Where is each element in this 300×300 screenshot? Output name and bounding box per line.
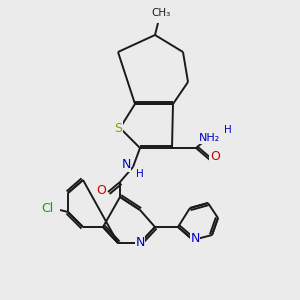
Text: N: N	[135, 236, 145, 250]
Text: O: O	[210, 151, 220, 164]
Text: O: O	[96, 184, 106, 196]
Text: H: H	[224, 125, 232, 135]
Text: CH₃: CH₃	[152, 8, 171, 18]
Text: N: N	[121, 158, 131, 172]
Text: H: H	[136, 169, 144, 179]
Text: N: N	[190, 232, 200, 244]
Text: NH₂: NH₂	[200, 133, 220, 143]
Text: S: S	[114, 122, 122, 134]
Text: Cl: Cl	[41, 202, 53, 215]
